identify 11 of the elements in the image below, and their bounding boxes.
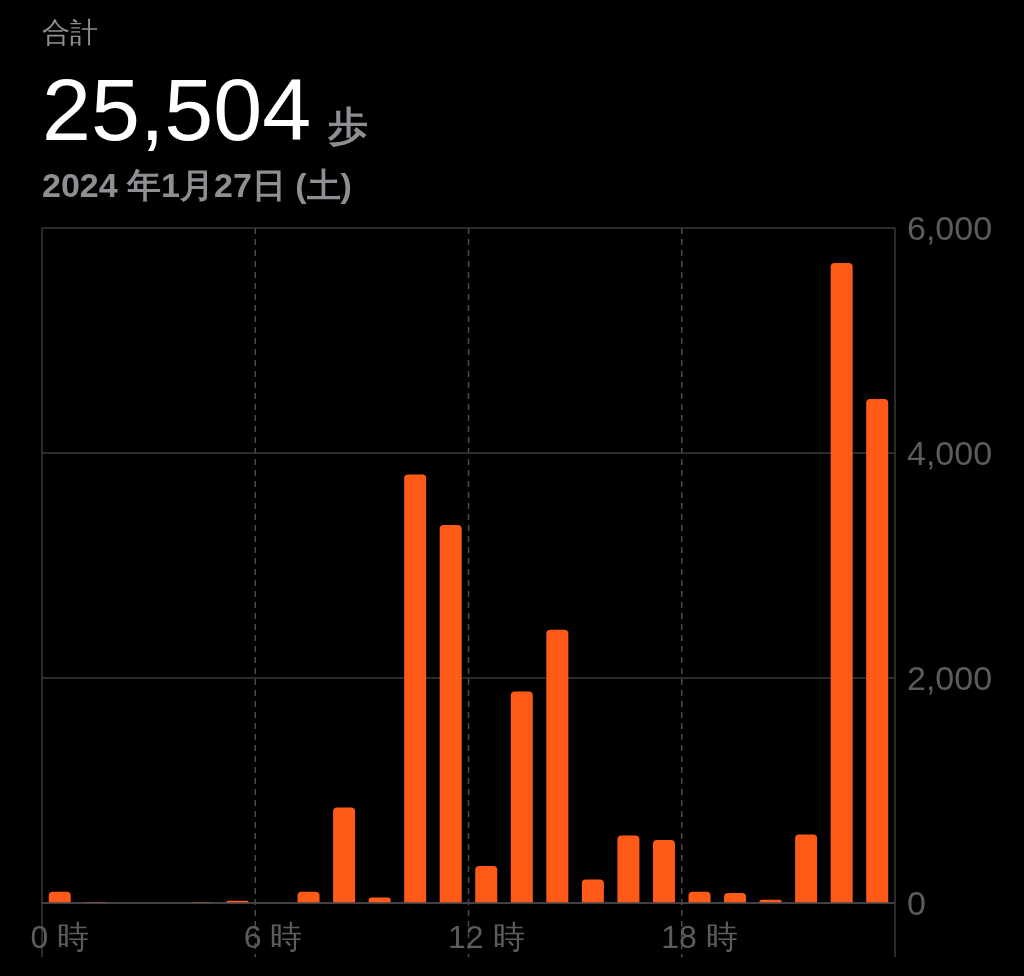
text: 合計 (42, 17, 98, 48)
y-tick-label: 0 (907, 884, 926, 923)
x-tick-label: 6 時 (243, 918, 303, 955)
x-tick-label: 12 時 (448, 918, 525, 955)
chart-title: 25,504 歩 (42, 60, 369, 159)
chart-subtitle: 2024 年1月27日 (土) (42, 166, 352, 204)
x-tick-label: 0 時 (30, 918, 90, 955)
y-tick-label: 2,000 (907, 659, 993, 698)
y-tick-label: 6,000 (907, 209, 993, 248)
y-tick-label: 4,000 (907, 434, 993, 473)
x-tick-label: 18 時 (661, 918, 738, 955)
